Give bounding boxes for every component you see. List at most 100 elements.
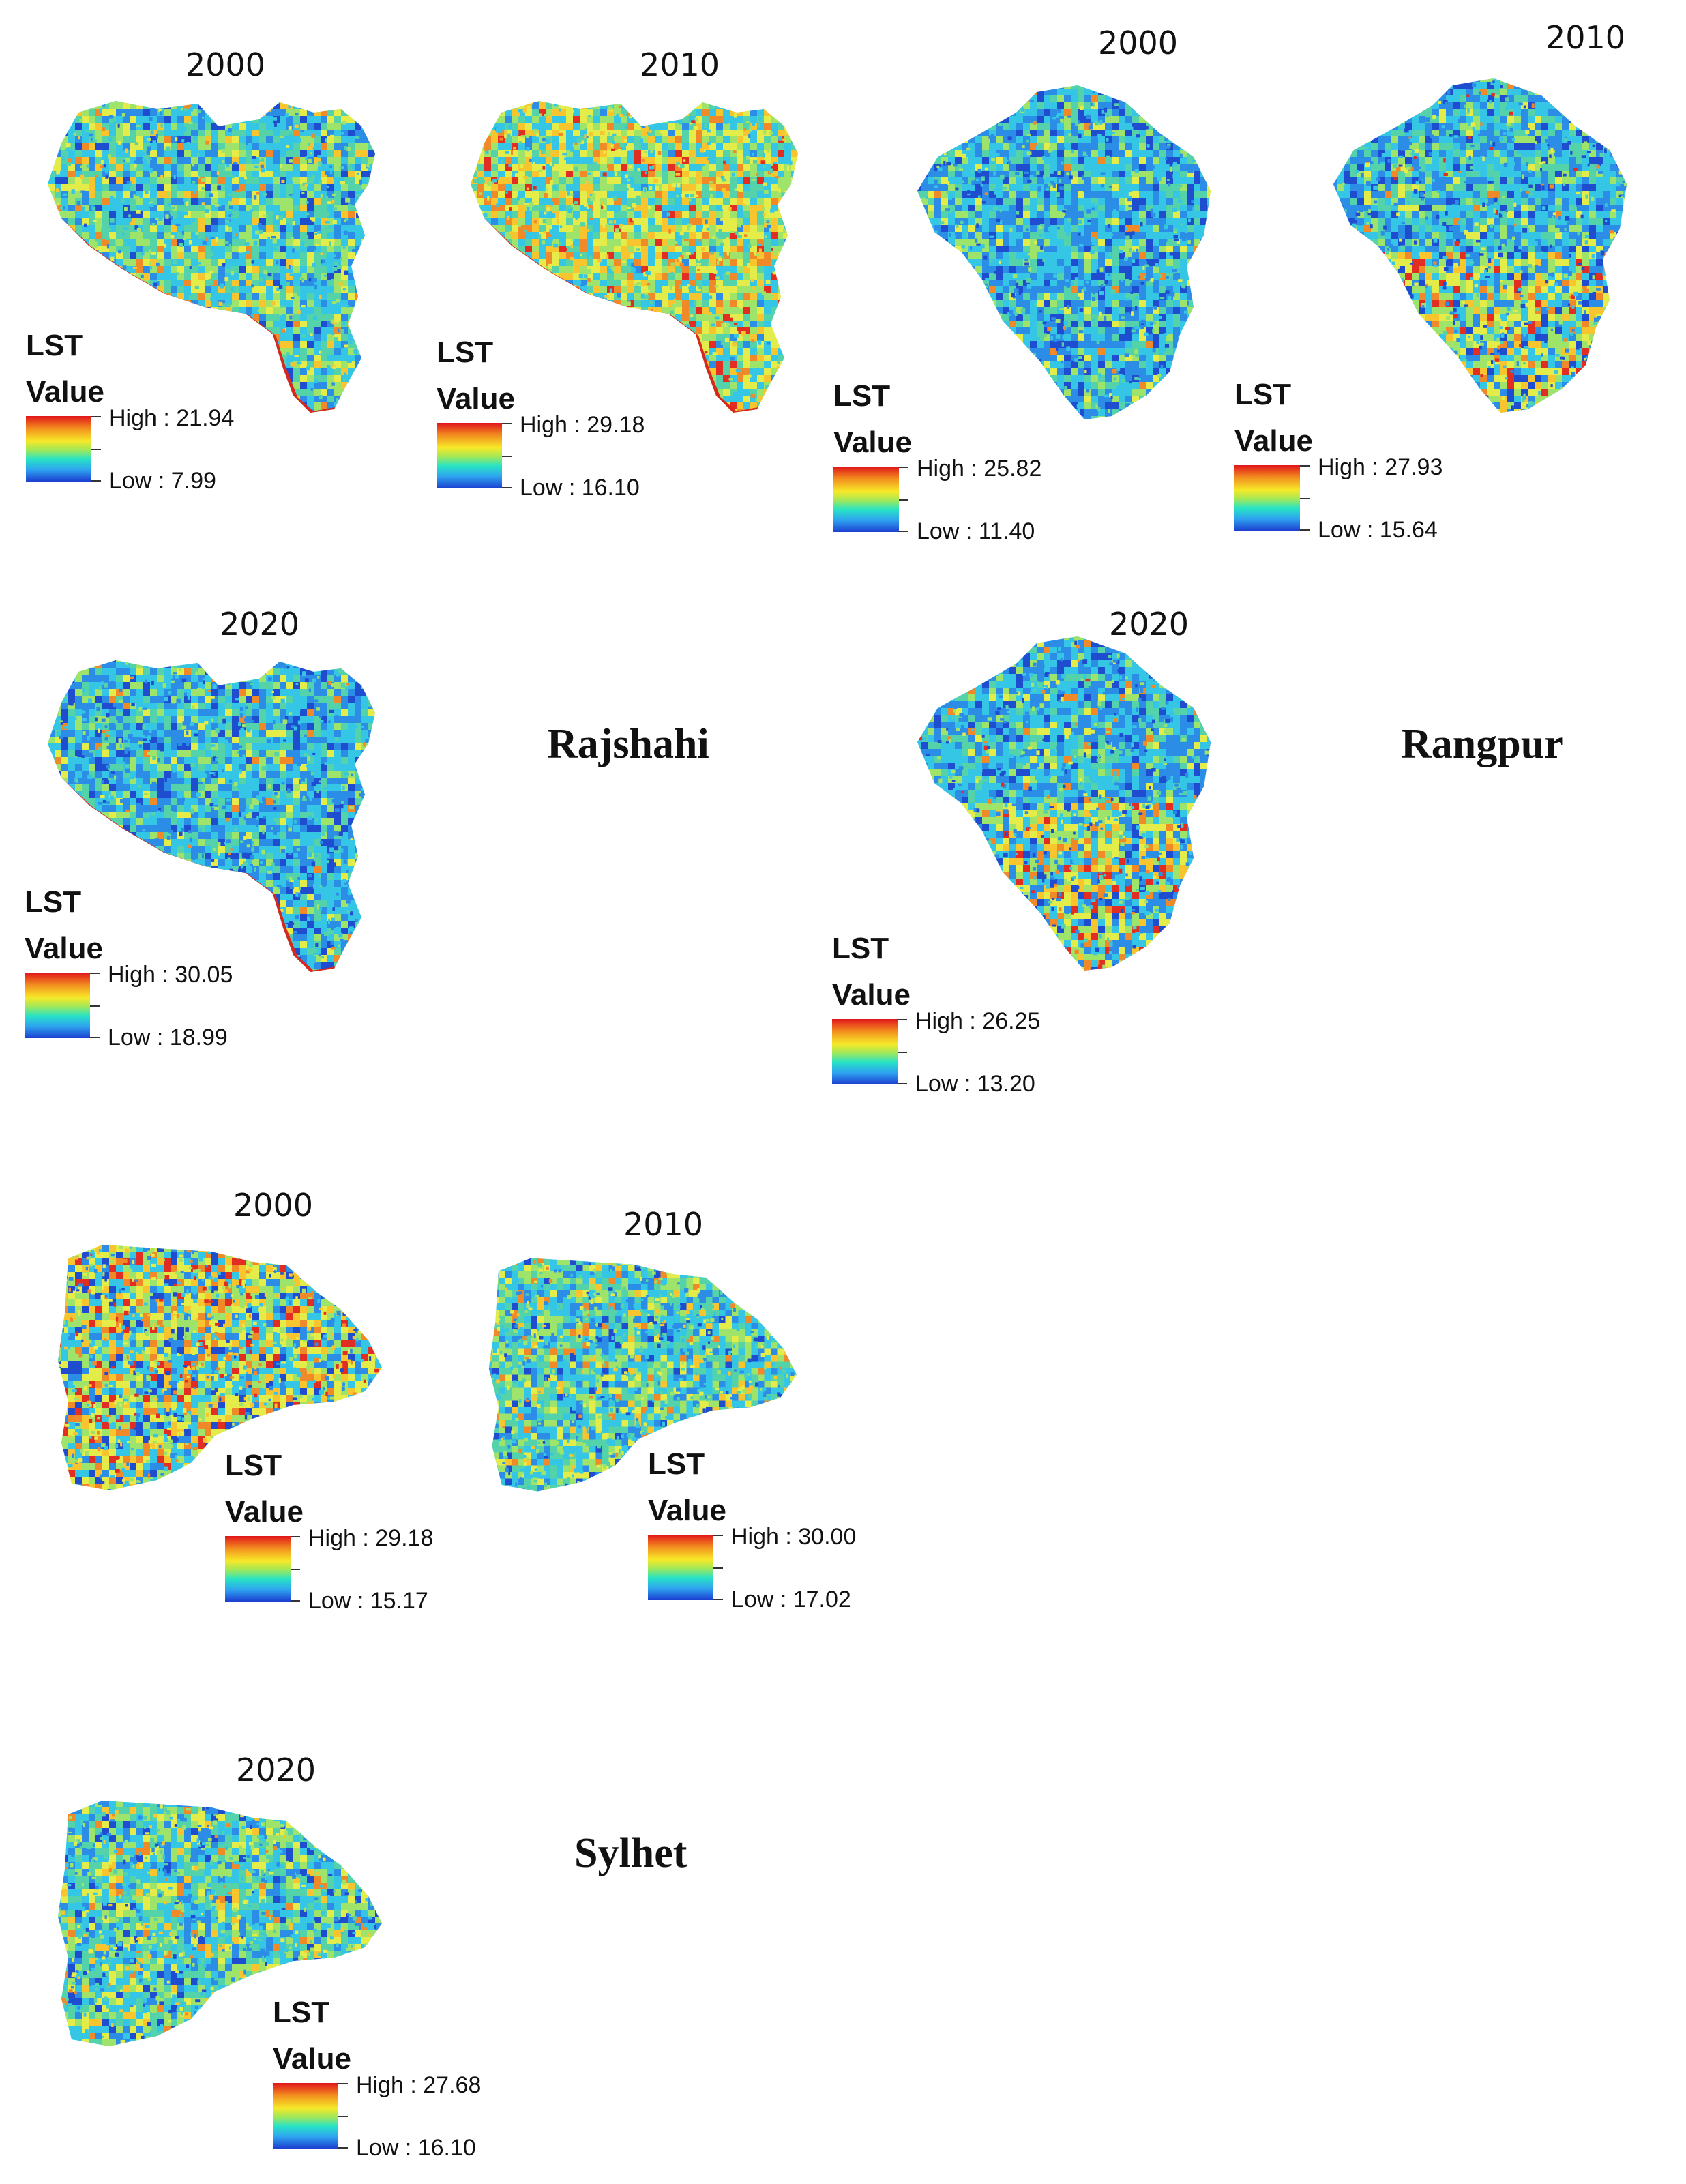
rangpur-2000-legend: LST Value High : 25.82 Low : 11.40 — [833, 379, 1065, 545]
legend-low: Low : 7.99 — [109, 468, 216, 495]
ramp-tick — [338, 2083, 348, 2084]
ramp-tick — [291, 1536, 300, 1537]
legend-low: Low : 15.17 — [308, 1588, 428, 1614]
ramp-tick — [899, 531, 908, 532]
sylhet-2010-legend: LST Value High : 30.00 Low : 17.02 — [648, 1447, 880, 1613]
color-ramp — [26, 416, 91, 482]
ramp-tick — [713, 1535, 723, 1536]
legend-subtitle: Value — [225, 1495, 304, 1529]
region-label-rajshahi: Rajshahi — [547, 720, 709, 769]
legend-low: Low : 15.64 — [1318, 517, 1438, 544]
ramp-tick — [898, 1052, 907, 1053]
sylhet-2020-year: 2020 — [236, 1752, 316, 1788]
sylhet-2010-year: 2010 — [623, 1206, 703, 1243]
color-ramp — [437, 423, 502, 488]
legend-subtitle: Value — [26, 375, 104, 409]
ramp-tick — [338, 2147, 348, 2149]
legend-title: LST — [225, 1449, 282, 1483]
legend-high: High : 21.94 — [109, 405, 234, 432]
rajshahi-2010-map — [471, 101, 798, 413]
legend-high: High : 30.00 — [731, 1524, 856, 1550]
legend-title: LST — [437, 336, 493, 370]
ramp-tick — [1300, 529, 1310, 531]
color-ramp — [1234, 465, 1300, 531]
legend-low: Low : 13.20 — [915, 1071, 1035, 1097]
rajshahi-2020-legend: LST Value High : 30.05 Low : 18.99 — [25, 885, 256, 1051]
sylhet-2000-legend: LST Value High : 29.18 Low : 15.17 — [225, 1449, 457, 1614]
rajshahi-2010-legend: LST Value High : 29.18 Low : 16.10 — [437, 336, 668, 501]
legend-title: LST — [833, 379, 890, 413]
ramp-tick — [898, 1083, 907, 1084]
rajshahi-2000-map — [48, 101, 375, 413]
rangpur-2000-map — [917, 85, 1211, 419]
legend-high: High : 27.68 — [356, 2072, 481, 2099]
ramp-tick — [91, 449, 101, 450]
legend-subtitle: Value — [1234, 424, 1313, 458]
color-ramp — [225, 1536, 291, 1602]
color-ramp — [25, 973, 90, 1038]
rangpur-2010-map — [1333, 78, 1627, 413]
sylhet-2000-map — [58, 1245, 382, 1490]
legend-title: LST — [832, 932, 889, 966]
legend-subtitle: Value — [833, 426, 912, 460]
ramp-tick — [899, 467, 908, 468]
rajshahi-2000-year: 2000 — [186, 46, 265, 83]
sylhet-2020-legend: LST Value High : 27.68 Low : 16.10 — [273, 1996, 505, 2161]
rangpur-2000-year: 2000 — [1098, 25, 1178, 61]
rajshahi-2010-year: 2010 — [640, 46, 720, 83]
ramp-tick — [338, 2116, 348, 2117]
rangpur-2010-legend: LST Value High : 27.93 Low : 15.64 — [1234, 378, 1466, 544]
legend-title: LST — [26, 329, 83, 363]
ramp-tick — [90, 1005, 100, 1007]
legend-subtitle: Value — [273, 2042, 351, 2076]
rangpur-2010-year: 2010 — [1546, 19, 1625, 56]
rangpur-2020-legend: LST Value High : 26.25 Low : 13.20 — [832, 932, 1064, 1097]
ramp-tick — [91, 416, 101, 417]
ramp-tick — [91, 480, 101, 482]
legend-high: High : 29.18 — [308, 1525, 433, 1552]
legend-subtitle: Value — [648, 1494, 726, 1528]
legend-high: High : 27.93 — [1318, 454, 1443, 481]
legend-low: Low : 17.02 — [731, 1587, 851, 1613]
sylhet-2010-map — [488, 1258, 797, 1492]
ramp-tick — [898, 1019, 907, 1020]
rajshahi-2020-map — [48, 660, 375, 972]
legend-high: High : 26.25 — [915, 1008, 1040, 1035]
ramp-tick — [502, 456, 512, 457]
ramp-tick — [291, 1600, 300, 1602]
sylhet-2020-map — [58, 1801, 382, 2046]
region-label-rangpur: Rangpur — [1401, 720, 1563, 769]
legend-high: High : 25.82 — [917, 456, 1041, 482]
region-label-sylhet: Sylhet — [574, 1829, 687, 1878]
ramp-tick — [1300, 498, 1310, 499]
ramp-tick — [713, 1567, 723, 1569]
color-ramp — [832, 1019, 898, 1084]
legend-title: LST — [648, 1447, 705, 1481]
legend-low: Low : 11.40 — [917, 518, 1035, 545]
ramp-tick — [90, 973, 100, 974]
rangpur-2020-map — [917, 636, 1211, 971]
legend-high: High : 30.05 — [108, 962, 233, 988]
ramp-tick — [899, 499, 908, 501]
sylhet-2000-year: 2000 — [233, 1187, 313, 1224]
color-ramp — [833, 467, 899, 532]
rajshahi-2000-legend: LST Value High : 21.94 Low : 7.99 — [26, 329, 258, 495]
color-ramp — [273, 2083, 338, 2149]
rangpur-2020-year: 2020 — [1109, 606, 1189, 643]
ramp-tick — [502, 423, 512, 424]
legend-low: Low : 16.10 — [520, 475, 640, 501]
legend-subtitle: Value — [832, 978, 911, 1012]
legend-title: LST — [273, 1996, 329, 2030]
ramp-tick — [90, 1037, 100, 1038]
legend-low: Low : 16.10 — [356, 2135, 476, 2161]
ramp-tick — [713, 1599, 723, 1600]
legend-subtitle: Value — [25, 932, 103, 966]
legend-title: LST — [25, 885, 81, 919]
legend-subtitle: Value — [437, 382, 515, 416]
legend-low: Low : 18.99 — [108, 1024, 228, 1051]
legend-title: LST — [1234, 378, 1291, 412]
legend-high: High : 29.18 — [520, 412, 645, 439]
ramp-tick — [502, 487, 512, 488]
color-ramp — [648, 1535, 713, 1600]
ramp-tick — [1300, 465, 1310, 467]
